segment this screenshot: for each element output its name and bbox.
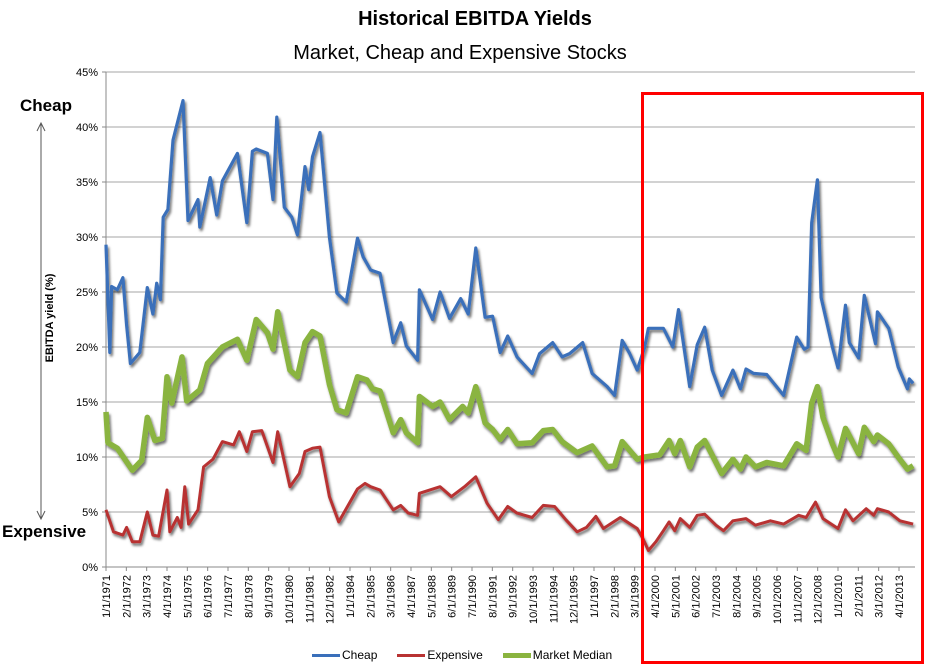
legend-swatch [312,653,340,657]
x-tick-label: 2/1/1985 [365,575,377,618]
y-tick-label: 25% [76,287,98,299]
x-tick-label: 4/1/1987 [406,575,418,618]
y-tick-label: 35% [76,177,98,189]
chart-subtitle: Market, Cheap and Expensive Stocks [293,42,627,64]
x-tick-label: 9/1/1979 [264,575,276,618]
y-tick-label: 20% [76,342,98,354]
x-tick-label: 5/1/1975 [182,575,194,618]
expensive-annotation: Expensive [2,522,87,541]
legend-item-cheap: Cheap [312,648,377,662]
legend: Cheap Expensive Market Median [312,648,612,662]
y-tick-label: 45% [76,67,98,79]
x-tick-label: 10/1/1993 [528,575,540,624]
arrow-head-up [36,121,46,132]
arrow-head-down [36,510,46,521]
x-tick-label: 11/1/1994 [548,575,560,623]
x-tick-label: 7/1/1990 [467,575,479,618]
x-tick-label: 5/1/2001 [670,575,682,618]
x-tick-label: 1/1/1997 [589,575,601,618]
highlight-box [641,92,924,664]
x-tick-label: 8/1/2004 [731,575,743,618]
y-tick-label: 40% [76,122,98,134]
x-tick-label: 5/1/1988 [426,575,438,618]
legend-item-market-median: Market Median [502,648,613,662]
x-tick-label: 1/1/2010 [833,575,845,618]
x-tick-label: 10/1/2006 [772,575,784,624]
chart-title: Historical EBITDA Yields [358,8,592,30]
x-tick-label: 3/1/1986 [386,575,398,618]
x-tick-label: 8/1/1978 [243,575,255,618]
legend-swatch [397,653,426,657]
y-tick-label: 0% [82,562,98,574]
x-tick-label: 4/1/2013 [894,575,906,618]
x-tick-label: 6/1/2002 [691,575,703,618]
x-tick-label: 6/1/1976 [203,575,215,618]
y-tick-label: 15% [76,397,98,409]
x-tick-label: 3/1/2012 [874,575,886,618]
x-tick-label: 2/1/1998 [609,575,621,618]
x-tick-label: 4/1/2000 [650,575,662,618]
x-tick-label: 4/1/1974 [162,575,174,618]
series-line-market-median [103,309,915,477]
x-tick-label: 9/1/1992 [508,575,520,618]
y-tick-label: 10% [76,452,98,464]
cheap-annotation: Cheap [20,96,72,115]
legend-swatch [502,652,531,658]
x-tick-label: 1/1/1971 [101,575,113,618]
legend-label: Cheap [342,648,378,662]
series-line-expensive [104,429,914,552]
x-tick-label: 1/1/1984 [345,575,357,618]
x-tick-label: 2/1/1972 [121,575,133,618]
legend-label: Expensive [427,648,483,662]
x-tick-label: 6/1/1989 [447,575,459,618]
x-tick-label: 7/1/2003 [711,575,723,618]
legend-item-expensive: Expensive [397,648,483,662]
legend-label: Market Median [532,648,613,662]
y-tick-label: 30% [76,232,98,244]
x-tick-label: 7/1/1977 [223,575,235,618]
x-tick-label: 12/1/1995 [569,575,581,624]
x-tick-label: 8/1/1991 [487,575,499,618]
series-line-cheap [104,98,915,397]
x-tick-label: 10/1/1980 [284,575,296,624]
x-tick-label: 12/1/1982 [325,575,337,624]
x-tick-label: 12/1/2008 [813,575,825,624]
x-tick-label: 3/1/1973 [142,575,154,618]
x-tick-label: 3/1/1999 [630,575,642,618]
y-tick-label: 5% [82,507,98,519]
x-tick-label: 11/1/1981 [304,575,316,623]
x-tick-label: 9/1/2005 [752,575,764,618]
x-tick-label: 2/1/2011 [853,575,865,617]
x-tick-label: 11/1/2007 [792,575,804,623]
